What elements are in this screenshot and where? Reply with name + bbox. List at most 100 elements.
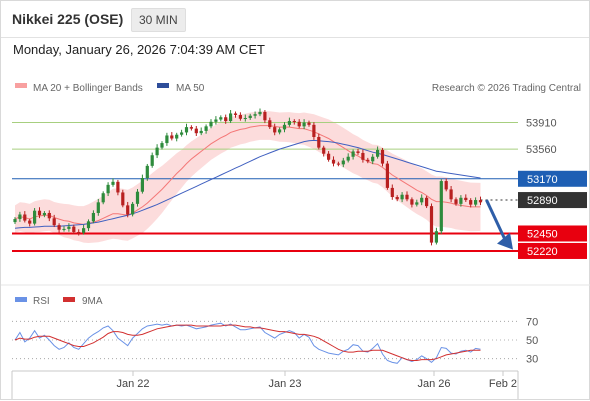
rsi-tick-70: 70 [526, 316, 538, 328]
candle-body [86, 221, 91, 229]
candle-body [209, 121, 213, 127]
instrument-title: Nikkei 225 (OSE) [12, 11, 124, 27]
candle-body [420, 197, 424, 203]
candle-body [194, 128, 198, 134]
candle-body [238, 114, 242, 119]
candle-body [439, 181, 443, 232]
x-tick-label: Jan 22 [116, 378, 149, 390]
level-badge-53170 [518, 170, 587, 187]
candle-body [400, 194, 404, 200]
candle-body [454, 199, 458, 204]
candle-body [233, 113, 238, 115]
candle-body [449, 189, 453, 200]
forecast-arrow-shaft [485, 199, 507, 241]
moving-averages [14, 125, 481, 229]
candle-body [229, 113, 233, 122]
level-label-53170: 53170 [527, 174, 558, 186]
candle-body [62, 228, 66, 230]
candle-body [444, 181, 448, 190]
candle-body [429, 206, 434, 243]
price-candles [13, 108, 483, 246]
candle-body [331, 159, 336, 164]
candle-body [380, 149, 385, 164]
candle-body [72, 226, 76, 232]
candle-body [405, 194, 409, 200]
candle-body [273, 127, 277, 133]
candle-body [278, 129, 282, 133]
candle-body [263, 111, 267, 121]
candle-body [126, 205, 130, 215]
level-label-52220: 52220 [527, 246, 558, 258]
level-label-53560: 53560 [526, 144, 557, 156]
candle-body [23, 214, 27, 221]
legend-swatch-9ma [63, 297, 75, 302]
candle-body [361, 152, 365, 160]
legend-bollinger: MA 20 + Bollinger Bands [33, 83, 143, 94]
candle-body [57, 225, 61, 230]
candle-body [199, 130, 203, 134]
level-label-52450: 52450 [527, 228, 558, 240]
candle-body [317, 136, 321, 148]
legend-swatch-bollinger [15, 83, 27, 88]
candle-body [434, 231, 438, 243]
candle-body [243, 117, 247, 119]
chart-header: Nikkei 225 (OSE) 30 MIN [1, 1, 589, 38]
candle-body [292, 121, 296, 123]
candle-body [204, 126, 208, 131]
candle-body [91, 212, 95, 222]
legend-rsi: RSI [33, 296, 50, 307]
candle-body [425, 197, 429, 207]
candle-body [214, 119, 218, 122]
candle-body [415, 202, 419, 205]
level-label-53910: 53910 [526, 118, 557, 130]
candle-body [302, 122, 306, 127]
candle-body [170, 135, 174, 139]
candle-body [67, 226, 71, 229]
candle-body [18, 214, 22, 220]
timestamp: Monday, January 26, 2026 7:04:39 AM CET [13, 42, 265, 57]
candle-body [33, 210, 37, 224]
candle-body [376, 149, 380, 157]
candle-body [165, 135, 169, 144]
candle-body [268, 120, 272, 128]
candle-body [13, 219, 17, 223]
x-tick-label: Jan 26 [417, 378, 450, 390]
bollinger-band-area [15, 111, 481, 243]
candle-body [150, 155, 154, 166]
candle-body [385, 163, 389, 188]
rsi-tick-50: 50 [526, 335, 538, 347]
rsi-panel: 70 50 30 [12, 316, 538, 366]
level-label-52890: 52890 [527, 195, 558, 207]
candle-body [101, 193, 105, 203]
candle-body [116, 181, 120, 193]
ma50-line [14, 139, 481, 229]
candle-body [297, 121, 301, 127]
candle-body [135, 191, 140, 204]
candle-body [356, 151, 360, 153]
candle-body [224, 117, 228, 122]
forecast-arrow [485, 199, 513, 250]
candle-body [346, 156, 350, 161]
candle-body [189, 127, 193, 129]
level-badge-52220 [518, 242, 587, 259]
rsi-9ma-line [14, 324, 481, 361]
candle-body [282, 124, 287, 130]
timeframe-button[interactable]: 30 MIN [131, 8, 186, 32]
legend-swatch-rsi [15, 297, 27, 302]
copyright: Research © 2026 Trading Central [432, 83, 581, 94]
candle-body [287, 121, 291, 125]
candle-body [478, 200, 483, 203]
candle-body [131, 203, 135, 215]
candle-body [47, 212, 51, 219]
candle-body [140, 178, 144, 192]
candle-body [96, 202, 100, 213]
x-tick-label: Feb 2 [489, 378, 517, 390]
candle-body [258, 111, 262, 115]
candle-body [37, 210, 42, 216]
candle-body [145, 165, 149, 179]
candle-body [395, 197, 399, 200]
candle-body [459, 197, 463, 204]
candle-body [253, 114, 257, 116]
candle-body [336, 163, 340, 165]
x-axis-ticks: Jan 22 Jan 23 Jan 26 Feb 2 [116, 371, 517, 390]
